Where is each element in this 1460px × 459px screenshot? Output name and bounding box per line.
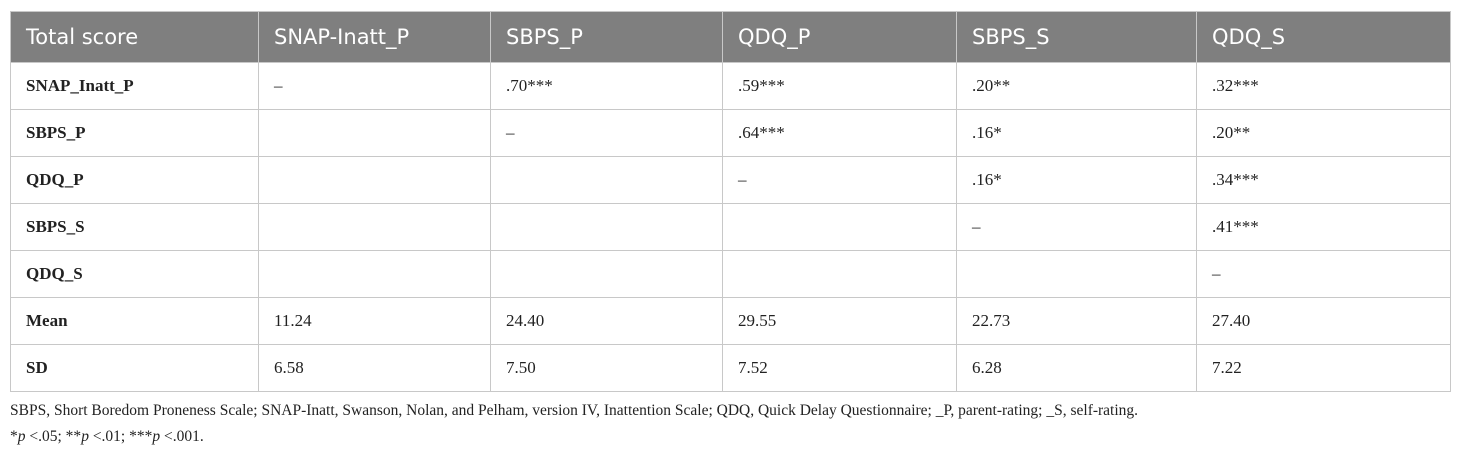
- header-cell: SBPS_P: [490, 11, 723, 63]
- header-cell: SBPS_S: [956, 11, 1197, 63]
- table-cell: [722, 203, 957, 251]
- table-body: SNAP_Inatt_P – .70*** .59*** .20** .32*** SBPS…: [10, 62, 1451, 392]
- table-cell: .64***: [722, 109, 957, 157]
- correlation-table: Total score SNAP-Inatt_P SBPS_P QDQ_P SBPS_S…: [10, 11, 1451, 392]
- footnote-part: <.05; **: [25, 428, 82, 445]
- table-cell: .20**: [956, 62, 1197, 110]
- table-row: QDQ_P – .16* .34***: [10, 156, 1451, 204]
- footnote-part: p: [152, 428, 161, 445]
- table-cell: .16*: [956, 156, 1197, 204]
- footnote-part: p: [17, 428, 26, 445]
- table-cell: –: [1196, 250, 1451, 298]
- row-header: Mean: [10, 297, 259, 345]
- table-cell: .32***: [1196, 62, 1451, 110]
- footnote: *p <.05; **p <.01; ***p <.001.: [10, 428, 204, 446]
- table-cell: [258, 156, 491, 204]
- row-header: SBPS_P: [10, 109, 259, 157]
- footnote-part: <.001.: [160, 428, 204, 445]
- table-cell: 22.73: [956, 297, 1197, 345]
- table-cell: 6.28: [956, 344, 1197, 392]
- table-row: SD 6.58 7.50 7.52 6.28 7.22: [10, 344, 1451, 392]
- table-cell: .59***: [722, 62, 957, 110]
- table-row: Mean 11.24 24.40 29.55 22.73 27.40: [10, 297, 1451, 345]
- header-cell: QDQ_P: [722, 11, 957, 63]
- table-cell: [490, 203, 723, 251]
- header-cell: Total score: [10, 11, 259, 63]
- row-header: QDQ_S: [10, 250, 259, 298]
- row-header: SNAP_Inatt_P: [10, 62, 259, 110]
- table-cell: .41***: [1196, 203, 1451, 251]
- table-cell: [490, 250, 723, 298]
- footnote-part: <.01; ***: [88, 428, 153, 445]
- header-row: Total score SNAP-Inatt_P SBPS_P QDQ_P SBPS_S…: [10, 11, 1451, 63]
- table-cell: .34***: [1196, 156, 1451, 204]
- row-header: SBPS_S: [10, 203, 259, 251]
- table-cell: –: [258, 62, 491, 110]
- table-cell: [258, 250, 491, 298]
- table-cell: –: [722, 156, 957, 204]
- table-cell: 7.50: [490, 344, 723, 392]
- table-cell: .16*: [956, 109, 1197, 157]
- row-header: SD: [10, 344, 259, 392]
- table-cell: 27.40: [1196, 297, 1451, 345]
- footnote-part: p: [81, 428, 89, 445]
- header-cell: QDQ_S: [1196, 11, 1451, 63]
- table-cell: [490, 156, 723, 204]
- table-cell: –: [490, 109, 723, 157]
- table-cell: 7.22: [1196, 344, 1451, 392]
- table-cell: [258, 203, 491, 251]
- table-cell: 7.52: [722, 344, 957, 392]
- table-cell: –: [956, 203, 1197, 251]
- table-cell: .70***: [490, 62, 723, 110]
- footnote-part: *: [10, 428, 18, 445]
- table-cell: .20**: [1196, 109, 1451, 157]
- row-header: QDQ_P: [10, 156, 259, 204]
- table-cell: [722, 250, 957, 298]
- table-cell: 24.40: [490, 297, 723, 345]
- table-row: SBPS_S – .41***: [10, 203, 1451, 251]
- table-row: QDQ_S –: [10, 250, 1451, 298]
- table-row: SBPS_P – .64*** .16* .20**: [10, 109, 1451, 157]
- table-cell: 11.24: [258, 297, 491, 345]
- table-cell: [956, 250, 1197, 298]
- header-cell: SNAP-Inatt_P: [258, 11, 491, 63]
- table-cell: 6.58: [258, 344, 491, 392]
- table-cell: 29.55: [722, 297, 957, 345]
- table-cell: [258, 109, 491, 157]
- footnote: SBPS, Short Boredom Proneness Scale; SNA…: [10, 402, 1139, 419]
- table-row: SNAP_Inatt_P – .70*** .59*** .20** .32***: [10, 62, 1451, 110]
